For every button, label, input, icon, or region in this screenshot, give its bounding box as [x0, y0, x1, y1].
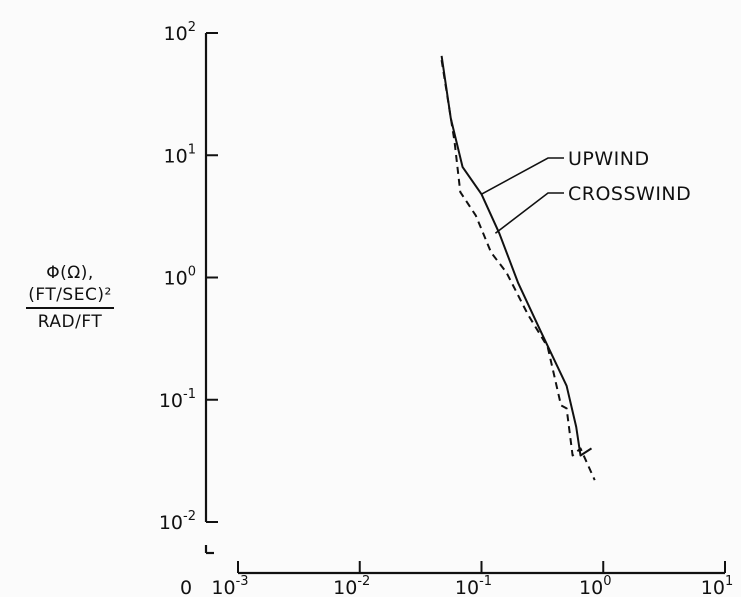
- chart-axes: [204, 33, 725, 575]
- y-axis-label-denominator: RAD/FT: [37, 312, 103, 332]
- y-tick-label: 102: [164, 20, 196, 45]
- legend-label-crosswind: CROSSWIND: [568, 183, 691, 205]
- series-line-upwind: [440, 55, 593, 457]
- x-tick-label: 10-2: [333, 574, 370, 597]
- y-tick-label: 10-2: [159, 509, 196, 534]
- data-series: [440, 55, 596, 481]
- chart-legend: UPWIND CROSSWIND: [481, 148, 691, 234]
- y-axis-label-fraction: (FT/SEC)² RAD/FT: [26, 284, 114, 333]
- y-axis-label: Φ(Ω), (FT/SEC)² RAD/FT: [0, 262, 140, 333]
- y-tick-label: 10-1: [159, 387, 196, 412]
- x-tick-label: 100: [579, 574, 611, 597]
- series-line-crosswind: [440, 59, 596, 481]
- x-tick-label: 101: [701, 574, 733, 597]
- y-axis-ticks: 102 101 100 10-1 10-2: [159, 20, 218, 534]
- y-axis-label-numerator: (FT/SEC)²: [26, 284, 114, 309]
- legend-label-upwind: UPWIND: [568, 148, 650, 170]
- x-zero-label: 0: [180, 577, 192, 597]
- y-tick-label: 100: [164, 265, 196, 290]
- legend-leader-line: [494, 192, 564, 234]
- legend-leader-line: [481, 157, 564, 195]
- y-axis-label-symbol: Φ(Ω),: [46, 263, 94, 283]
- y-tick-label: 101: [164, 142, 196, 167]
- x-tick-label: 10-1: [455, 574, 492, 597]
- x-tick-label: 10-3: [211, 574, 248, 597]
- x-axis-ticks: 10-3 10-2 10-1 100 101 0: [180, 561, 733, 597]
